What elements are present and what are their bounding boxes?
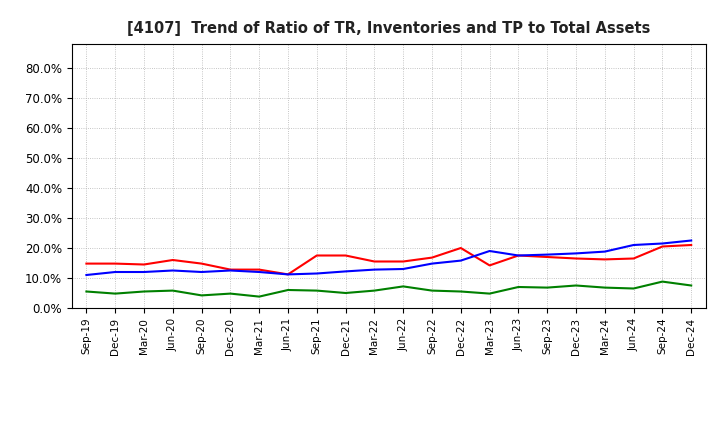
- Line: Trade Payables: Trade Payables: [86, 282, 691, 297]
- Trade Payables: [255, 294, 264, 299]
- Trade Receivables: [226, 267, 235, 272]
- Trade Payables: [629, 286, 638, 291]
- Trade Receivables: [111, 261, 120, 266]
- Trade Receivables: [140, 262, 148, 267]
- Trade Receivables: [572, 256, 580, 261]
- Trade Payables: [514, 284, 523, 290]
- Trade Payables: [284, 287, 292, 293]
- Trade Receivables: [629, 256, 638, 261]
- Trade Payables: [312, 288, 321, 293]
- Trade Payables: [168, 288, 177, 293]
- Inventories: [514, 253, 523, 258]
- Trade Receivables: [82, 261, 91, 266]
- Inventories: [428, 261, 436, 266]
- Inventories: [370, 267, 379, 272]
- Trade Receivables: [284, 272, 292, 277]
- Trade Payables: [456, 289, 465, 294]
- Inventories: [629, 242, 638, 248]
- Trade Payables: [428, 288, 436, 293]
- Inventories: [687, 238, 696, 243]
- Trade Receivables: [600, 257, 609, 262]
- Inventories: [255, 269, 264, 275]
- Trade Payables: [140, 289, 148, 294]
- Inventories: [111, 269, 120, 275]
- Trade Payables: [226, 291, 235, 296]
- Trade Receivables: [687, 242, 696, 248]
- Inventories: [543, 252, 552, 257]
- Trade Payables: [658, 279, 667, 284]
- Inventories: [140, 269, 148, 275]
- Trade Payables: [399, 284, 408, 289]
- Trade Payables: [485, 291, 494, 296]
- Inventories: [82, 272, 91, 278]
- Trade Payables: [600, 285, 609, 290]
- Trade Receivables: [543, 254, 552, 260]
- Trade Receivables: [168, 257, 177, 263]
- Trade Payables: [543, 285, 552, 290]
- Inventories: [312, 271, 321, 276]
- Trade Payables: [341, 290, 350, 296]
- Inventories: [341, 269, 350, 274]
- Trade Receivables: [658, 244, 667, 249]
- Trade Payables: [82, 289, 91, 294]
- Trade Receivables: [370, 259, 379, 264]
- Inventories: [456, 258, 465, 263]
- Inventories: [600, 249, 609, 254]
- Trade Receivables: [514, 253, 523, 258]
- Inventories: [399, 266, 408, 271]
- Trade Payables: [572, 283, 580, 288]
- Title: [4107]  Trend of Ratio of TR, Inventories and TP to Total Assets: [4107] Trend of Ratio of TR, Inventories…: [127, 21, 650, 36]
- Trade Receivables: [341, 253, 350, 258]
- Trade Receivables: [312, 253, 321, 258]
- Inventories: [168, 268, 177, 273]
- Inventories: [572, 251, 580, 256]
- Inventories: [658, 241, 667, 246]
- Trade Payables: [370, 288, 379, 293]
- Trade Receivables: [399, 259, 408, 264]
- Trade Receivables: [428, 255, 436, 260]
- Inventories: [197, 269, 206, 275]
- Line: Inventories: Inventories: [86, 241, 691, 275]
- Trade Receivables: [485, 263, 494, 268]
- Line: Trade Receivables: Trade Receivables: [86, 245, 691, 275]
- Inventories: [485, 248, 494, 253]
- Trade Receivables: [255, 267, 264, 272]
- Trade Receivables: [197, 261, 206, 266]
- Trade Payables: [111, 291, 120, 296]
- Trade Receivables: [456, 246, 465, 251]
- Inventories: [226, 268, 235, 273]
- Inventories: [284, 272, 292, 277]
- Trade Payables: [197, 293, 206, 298]
- Trade Payables: [687, 283, 696, 288]
